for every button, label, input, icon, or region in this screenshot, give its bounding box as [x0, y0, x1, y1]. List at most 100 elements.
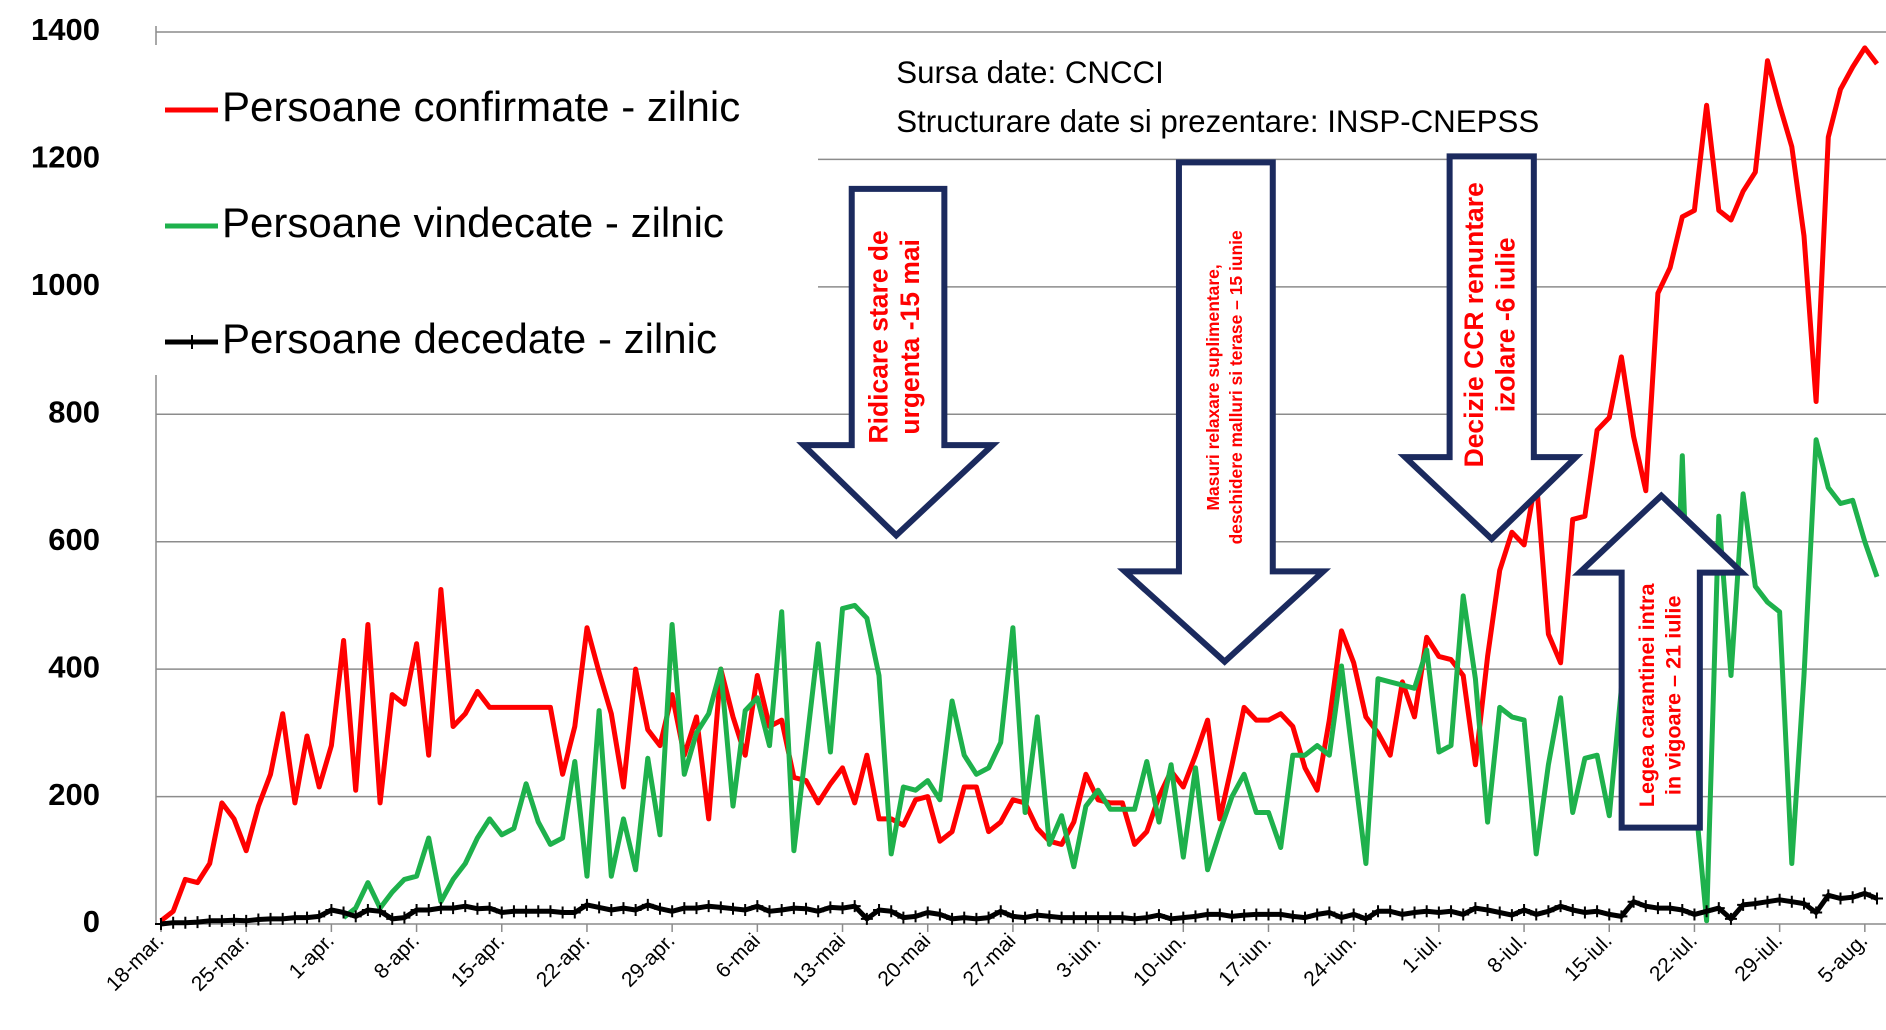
marker	[410, 903, 423, 916]
marker	[1347, 908, 1360, 921]
marker	[1384, 905, 1397, 918]
marker	[702, 900, 715, 913]
marker	[946, 912, 959, 925]
marker	[1335, 911, 1348, 924]
marker	[325, 903, 338, 916]
marker	[982, 911, 995, 924]
marker	[1213, 908, 1226, 921]
x-tick-label: 8-apr.	[370, 929, 424, 983]
x-tick-label: 6-mai	[711, 929, 764, 982]
marker	[666, 905, 679, 918]
marker	[191, 916, 204, 929]
marker	[459, 900, 472, 913]
x-tick-label: 22-iul.	[1645, 929, 1702, 986]
arrow	[1397, 153, 1584, 544]
marker	[1578, 906, 1591, 919]
marker	[447, 902, 460, 915]
marker	[1810, 906, 1823, 919]
marker	[1299, 911, 1311, 924]
x-tick-label: 25-mar.	[187, 929, 254, 996]
marker	[374, 905, 387, 918]
x-tick-label: 22-apr.	[532, 929, 595, 992]
marker	[1603, 908, 1616, 921]
marker	[933, 908, 946, 921]
marker	[1700, 905, 1713, 918]
marker	[276, 912, 289, 925]
marker	[641, 898, 654, 911]
x-tick-label: 18-mar.	[102, 929, 169, 996]
marker	[1737, 898, 1750, 911]
marker	[1006, 910, 1019, 923]
arrow-label: izolare -6 iulie	[1490, 237, 1520, 412]
marker	[1724, 912, 1737, 925]
marker	[605, 903, 618, 916]
marker	[556, 906, 569, 919]
arrow-label: Masuri relaxare suplimentare,	[1203, 264, 1223, 510]
marker	[690, 902, 703, 915]
marker	[1445, 905, 1458, 918]
marker	[617, 902, 630, 915]
marker	[1031, 909, 1044, 922]
marker	[1140, 911, 1153, 924]
marker	[921, 906, 934, 919]
marker	[203, 914, 216, 927]
x-tick-label: 15-apr.	[447, 929, 510, 992]
marker	[1067, 911, 1080, 924]
marker	[264, 912, 277, 925]
arrow	[796, 185, 1001, 540]
marker	[1530, 908, 1543, 921]
marker	[1712, 902, 1725, 915]
marker	[1274, 908, 1287, 921]
x-tick-label: 10-iun.	[1129, 929, 1191, 991]
y-tick-label: 1000	[31, 267, 100, 302]
series-line	[160, 890, 1878, 927]
marker	[751, 900, 764, 913]
marker	[714, 901, 727, 914]
legend: Persoane confirmate - zilnic Persoane vin…	[150, 45, 818, 375]
arrow-label: deschidere malluri si terase – 15 iunie	[1226, 230, 1246, 544]
marker	[1250, 908, 1263, 921]
y-tick-label: 800	[48, 394, 100, 429]
marker	[520, 905, 533, 918]
legend-marker	[185, 335, 199, 349]
legend-label: Persoane decedate - zilnic	[222, 315, 717, 362]
marker	[593, 901, 606, 914]
marker	[1432, 906, 1445, 919]
x-tick-label: 17-iun.	[1214, 929, 1276, 991]
marker	[775, 903, 788, 916]
marker	[1372, 905, 1385, 918]
marker	[1651, 902, 1664, 915]
marker	[653, 902, 666, 915]
marker	[629, 903, 642, 916]
y-tick-label: 200	[48, 777, 100, 812]
marker	[155, 918, 167, 930]
marker	[532, 905, 545, 918]
marker	[495, 906, 508, 919]
marker	[1834, 892, 1847, 905]
marker	[1396, 908, 1409, 921]
marker	[1092, 911, 1105, 924]
marker	[422, 903, 435, 916]
y-tick-label: 1200	[31, 140, 100, 175]
marker	[1238, 909, 1251, 922]
x-tick-label: 8-iul.	[1483, 929, 1531, 977]
marker	[1359, 912, 1372, 925]
arrow	[1116, 159, 1332, 666]
marker	[1676, 903, 1689, 916]
legend-box	[150, 45, 818, 375]
marker	[167, 916, 180, 929]
marker	[1201, 908, 1214, 921]
marker	[1591, 905, 1604, 918]
marker	[1773, 893, 1786, 906]
marker	[885, 905, 898, 918]
marker	[240, 914, 253, 927]
marker	[1116, 911, 1129, 924]
y-tick-label: 0	[83, 904, 100, 939]
marker	[1797, 897, 1810, 910]
marker	[1286, 910, 1299, 923]
marker	[994, 905, 1007, 918]
arrow-label: Legea carantinei intra	[1634, 583, 1659, 808]
x-tick-label: 29-iul.	[1730, 929, 1787, 986]
marker	[800, 902, 813, 915]
